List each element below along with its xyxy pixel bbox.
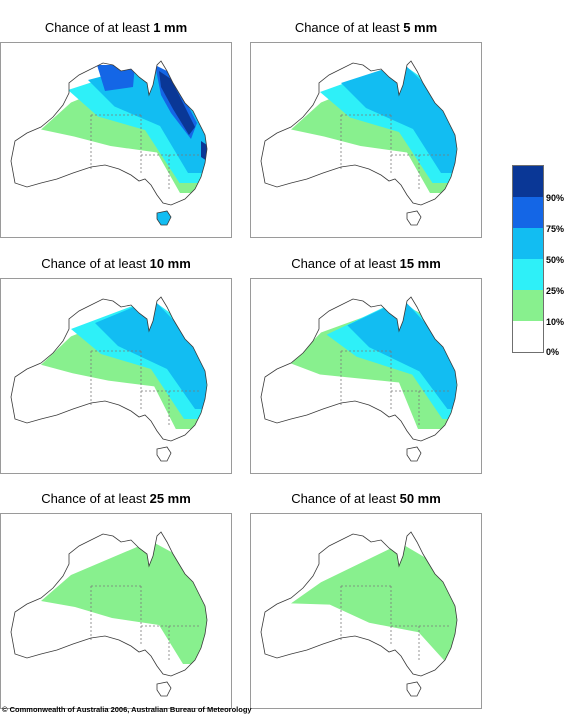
panel-title: Chance of at least 25 mm	[41, 491, 191, 506]
tasmania-coastline	[156, 681, 172, 697]
legend-swatch-10	[513, 290, 543, 321]
legend-swatch-75	[513, 197, 543, 228]
tasmania-coastline	[406, 681, 422, 697]
legend-swatch-50	[513, 228, 543, 259]
legend-label-0: 0%	[546, 347, 560, 357]
legend-label-75: 75%	[546, 224, 565, 234]
rainfall-map-svg	[10, 60, 208, 226]
australia-map	[0, 278, 232, 474]
rain-zone-50-75	[347, 299, 457, 409]
rainfall-shading	[41, 541, 207, 664]
rainfall-map-svg	[260, 60, 458, 226]
legend-label-50: 50%	[546, 255, 565, 265]
australia-map	[250, 513, 482, 709]
rainfall-map-svg	[10, 531, 208, 697]
panel-title: Chance of at least 15 mm	[291, 256, 441, 271]
rain-zone-tasmania	[157, 211, 171, 225]
legend-swatch-90	[513, 166, 543, 197]
tasmania-coastline	[156, 446, 172, 462]
australia-map	[0, 513, 232, 709]
rainfall-shading	[291, 299, 457, 429]
tasmania-coastline	[406, 210, 422, 226]
panel-title: Chance of at least 10 mm	[41, 256, 191, 271]
panel-title: Chance of at least 50 mm	[291, 491, 441, 506]
copyright-notice: © Commonwealth of Australia 2006, Austra…	[2, 705, 252, 714]
coastline	[260, 296, 458, 442]
coastline	[10, 531, 208, 677]
legend-color-bar	[512, 165, 544, 353]
rain-zone-75-90	[97, 65, 135, 91]
rainfall-map-svg	[260, 296, 458, 462]
rainfall-map-svg	[10, 296, 208, 462]
rainfall-shading	[291, 543, 457, 664]
panel-title: Chance of at least 5 mm	[294, 20, 438, 35]
tasmania-coastline	[406, 446, 422, 462]
rainfall-shading	[41, 299, 207, 429]
legend-label-25: 25%	[546, 286, 565, 296]
legend-swatch-25	[513, 259, 543, 290]
rain-zone-90-plus	[201, 141, 207, 161]
coastline	[260, 531, 458, 677]
rain-zone-10-25	[291, 543, 457, 664]
rain-zone-90-plus	[159, 71, 195, 135]
rainfall-shading	[41, 63, 207, 225]
tasmania-coastline	[156, 210, 172, 226]
panel-title: Chance of at least 1 mm	[44, 20, 188, 35]
legend-label-90: 90%	[546, 193, 565, 203]
rain-zone-10-25	[41, 541, 207, 664]
coastline	[10, 296, 208, 442]
coastline	[10, 60, 208, 206]
australia-map	[0, 42, 232, 238]
legend-label-10: 10%	[546, 317, 565, 327]
rainfall-map-svg	[260, 531, 458, 697]
australia-map	[250, 278, 482, 474]
coastline	[260, 60, 458, 206]
australia-map	[250, 42, 482, 238]
legend-swatch-0	[513, 321, 543, 352]
rainfall-shading	[291, 63, 457, 193]
